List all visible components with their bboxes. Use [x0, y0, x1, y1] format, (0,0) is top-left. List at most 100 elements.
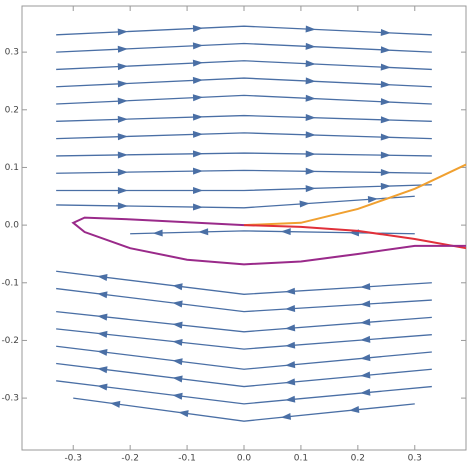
stream-arrow: [172, 375, 183, 383]
y-tick-label: -0.3: [1, 394, 19, 404]
stream-arrow: [360, 300, 371, 308]
streamline: [56, 169, 432, 174]
streamline: [73, 397, 415, 422]
x-tick-label: -0.1: [178, 454, 196, 462]
stream-arrow: [305, 167, 316, 175]
stream-arrow: [380, 28, 391, 36]
stream-arrow: [97, 313, 108, 321]
stream-arrow: [192, 94, 204, 102]
stream-arrow: [172, 392, 183, 400]
stream-arrow: [192, 150, 204, 158]
streamline: [56, 114, 432, 122]
stream-arrow: [380, 63, 391, 71]
stream-arrow: [97, 274, 108, 281]
x-tick-label: 0.2: [351, 454, 365, 462]
stream-arrow: [367, 195, 379, 203]
stream-arrow: [360, 354, 371, 362]
stream-arrow: [284, 324, 296, 332]
streamline: [56, 132, 432, 140]
stream-arrow: [380, 168, 391, 176]
stream-arrow: [97, 330, 108, 338]
stream-arrow: [193, 187, 204, 195]
stream-arrow: [380, 98, 391, 106]
stream-arrow: [299, 200, 310, 208]
stream-arrow: [192, 59, 204, 67]
x-tick-label: -0.2: [121, 454, 139, 462]
stream-arrow: [192, 113, 204, 121]
y-tick-label: 0.1: [5, 163, 19, 173]
stream-arrow: [117, 28, 128, 36]
stream-arrow: [117, 63, 128, 71]
stream-arrow: [360, 371, 371, 379]
streamline: [56, 380, 432, 405]
stream-arrow: [117, 45, 128, 53]
streamline: [56, 270, 432, 295]
stream-arrow: [97, 348, 108, 356]
streamline: [56, 362, 432, 388]
streamline: [56, 310, 432, 333]
stream-arrow: [380, 80, 391, 88]
stream-arrow: [284, 304, 296, 312]
stream-arrow: [380, 46, 391, 54]
stream-arrow: [117, 115, 128, 123]
stream-arrow: [172, 283, 183, 291]
stream-arrow: [284, 361, 296, 369]
stream-arrow: [117, 151, 128, 159]
stream-arrow: [280, 412, 292, 420]
stream-arrow: [192, 130, 204, 138]
stream-arrow: [117, 133, 128, 141]
trajectory: [243, 224, 467, 250]
stream-arrow: [284, 378, 296, 386]
streamline: [56, 287, 432, 313]
x-tick-label: 0.1: [294, 454, 308, 462]
stream-arrow: [117, 97, 128, 105]
stream-arrow: [305, 150, 316, 158]
stream-arrow: [284, 341, 296, 349]
stream-arrow: [305, 60, 316, 68]
stream-arrow: [117, 168, 128, 176]
stream-arrow: [172, 338, 183, 346]
stream-arrow: [117, 187, 128, 195]
trajectory: [243, 163, 467, 227]
stream-arrow: [380, 182, 391, 190]
stream-arrow: [178, 410, 189, 418]
y-tick-label: -0.1: [1, 278, 19, 288]
stream-arrow: [360, 335, 371, 343]
y-tick-label: 0.2: [5, 105, 19, 115]
stream-arrow: [97, 291, 108, 299]
stream-arrow: [172, 358, 183, 366]
stream-arrow: [117, 80, 128, 88]
streamline: [56, 25, 432, 36]
streamline: [56, 94, 432, 105]
streamline: [56, 184, 432, 192]
stream-arrow: [192, 25, 204, 33]
stream-arrow: [380, 116, 391, 124]
y-tick-label: 0.3: [5, 48, 19, 58]
stream-arrow: [305, 131, 316, 139]
plot-frame: [21, 5, 467, 451]
stream-arrow: [360, 283, 371, 291]
stream-arrow: [172, 300, 183, 308]
stream-arrow: [192, 76, 204, 84]
stream-arrow: [198, 228, 209, 236]
trajectory: [71, 216, 466, 266]
stream-arrow: [152, 229, 163, 237]
x-tick-label: -0.3: [64, 454, 82, 462]
stream-arrow: [349, 406, 360, 414]
stream-arrow: [305, 42, 316, 50]
streamline: [56, 195, 415, 209]
streamline: [56, 77, 432, 88]
stream-arrow: [360, 318, 371, 326]
streamline: [56, 152, 432, 157]
stream-arrow: [380, 133, 391, 141]
stream-arrow: [117, 202, 128, 210]
y-tick-label: -0.2: [1, 336, 19, 346]
stream-arrow: [192, 167, 204, 175]
stream-arrow: [192, 203, 204, 211]
stream-arrow: [360, 388, 371, 396]
stream-arrow: [280, 228, 291, 236]
y-tick-label: 0.0: [5, 221, 20, 231]
stream-arrow: [380, 151, 391, 159]
